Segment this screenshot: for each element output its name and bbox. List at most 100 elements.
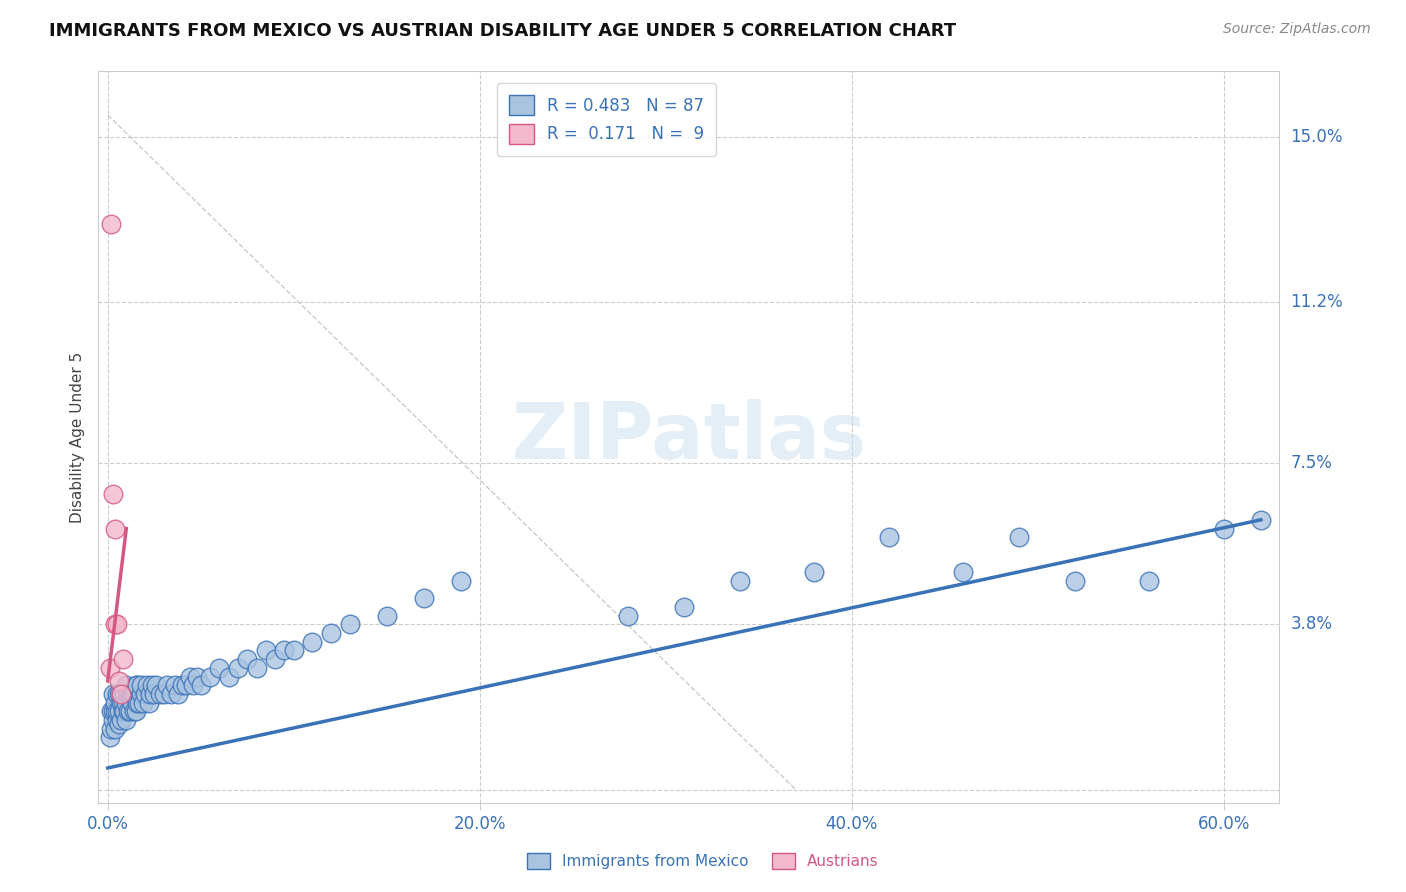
Point	[152, 687, 174, 701]
Point	[1212, 522, 1234, 536]
Point	[105, 617, 128, 632]
Text: ZIPatlas: ZIPatlas	[512, 399, 866, 475]
Text: 11.2%: 11.2%	[1291, 293, 1343, 311]
Point	[208, 661, 231, 675]
Point	[167, 687, 190, 701]
Point	[111, 696, 134, 710]
Point	[673, 599, 696, 614]
Point	[100, 705, 122, 719]
Point	[190, 678, 212, 692]
Point	[1250, 513, 1272, 527]
Point	[141, 678, 163, 692]
Point	[104, 722, 127, 736]
Point	[319, 626, 342, 640]
Point	[110, 696, 132, 710]
Point	[1008, 530, 1031, 544]
Point	[115, 713, 138, 727]
Point	[103, 486, 125, 500]
Point	[127, 678, 149, 692]
Legend: Immigrants from Mexico, Austrians: Immigrants from Mexico, Austrians	[522, 847, 884, 875]
Point	[245, 661, 267, 675]
Point	[100, 722, 122, 736]
Point	[135, 678, 157, 692]
Point	[104, 696, 127, 710]
Point	[103, 713, 125, 727]
Point	[127, 696, 149, 710]
Point	[264, 652, 287, 666]
Point	[149, 687, 172, 701]
Y-axis label: Disability Age Under 5: Disability Age Under 5	[69, 351, 84, 523]
Point	[115, 678, 138, 692]
Point	[128, 696, 150, 710]
Point	[339, 617, 361, 632]
Point	[160, 687, 183, 701]
Point	[110, 687, 132, 701]
Point	[198, 669, 221, 683]
Point	[145, 678, 167, 692]
Point	[108, 717, 131, 731]
Point	[108, 673, 131, 688]
Point	[273, 643, 295, 657]
Point	[110, 687, 132, 701]
Point	[172, 678, 194, 692]
Point	[110, 713, 132, 727]
Point	[121, 687, 143, 701]
Point	[450, 574, 472, 588]
Point	[186, 669, 208, 683]
Text: 3.8%: 3.8%	[1291, 615, 1333, 633]
Point	[218, 669, 240, 683]
Point	[115, 696, 138, 710]
Point	[179, 669, 201, 683]
Point	[301, 634, 323, 648]
Point	[139, 687, 162, 701]
Point	[103, 687, 125, 701]
Point	[236, 652, 259, 666]
Point	[803, 565, 825, 579]
Point	[1137, 574, 1160, 588]
Point	[134, 687, 156, 701]
Point	[617, 608, 640, 623]
Point	[114, 687, 136, 701]
Point	[174, 678, 197, 692]
Point	[98, 731, 121, 745]
Point	[124, 678, 146, 692]
Point	[108, 705, 131, 719]
Point	[114, 705, 136, 719]
Point	[129, 687, 152, 701]
Point	[122, 687, 145, 701]
Point	[118, 705, 141, 719]
Point	[117, 705, 139, 719]
Point	[412, 591, 434, 606]
Point	[104, 705, 127, 719]
Point	[138, 696, 160, 710]
Point	[132, 696, 155, 710]
Point	[111, 652, 134, 666]
Point	[728, 574, 751, 588]
Point	[105, 705, 128, 719]
Point	[124, 705, 146, 719]
Text: IMMIGRANTS FROM MEXICO VS AUSTRIAN DISABILITY AGE UNDER 5 CORRELATION CHART: IMMIGRANTS FROM MEXICO VS AUSTRIAN DISAB…	[49, 22, 956, 40]
Point	[117, 687, 139, 701]
Point	[122, 705, 145, 719]
Point	[163, 678, 186, 692]
Point	[105, 713, 128, 727]
Point	[108, 687, 131, 701]
Point	[100, 217, 122, 231]
Point	[104, 522, 127, 536]
Point	[111, 687, 134, 701]
Text: Source: ZipAtlas.com: Source: ZipAtlas.com	[1223, 22, 1371, 37]
Point	[877, 530, 900, 544]
Point	[1063, 574, 1085, 588]
Text: 7.5%: 7.5%	[1291, 454, 1333, 472]
Point	[254, 643, 277, 657]
Text: 15.0%: 15.0%	[1291, 128, 1343, 145]
Point	[181, 678, 204, 692]
Point	[226, 661, 249, 675]
Point	[104, 617, 127, 632]
Point	[156, 678, 179, 692]
Point	[105, 687, 128, 701]
Point	[375, 608, 398, 623]
Point	[143, 687, 166, 701]
Point	[952, 565, 974, 579]
Point	[98, 661, 121, 675]
